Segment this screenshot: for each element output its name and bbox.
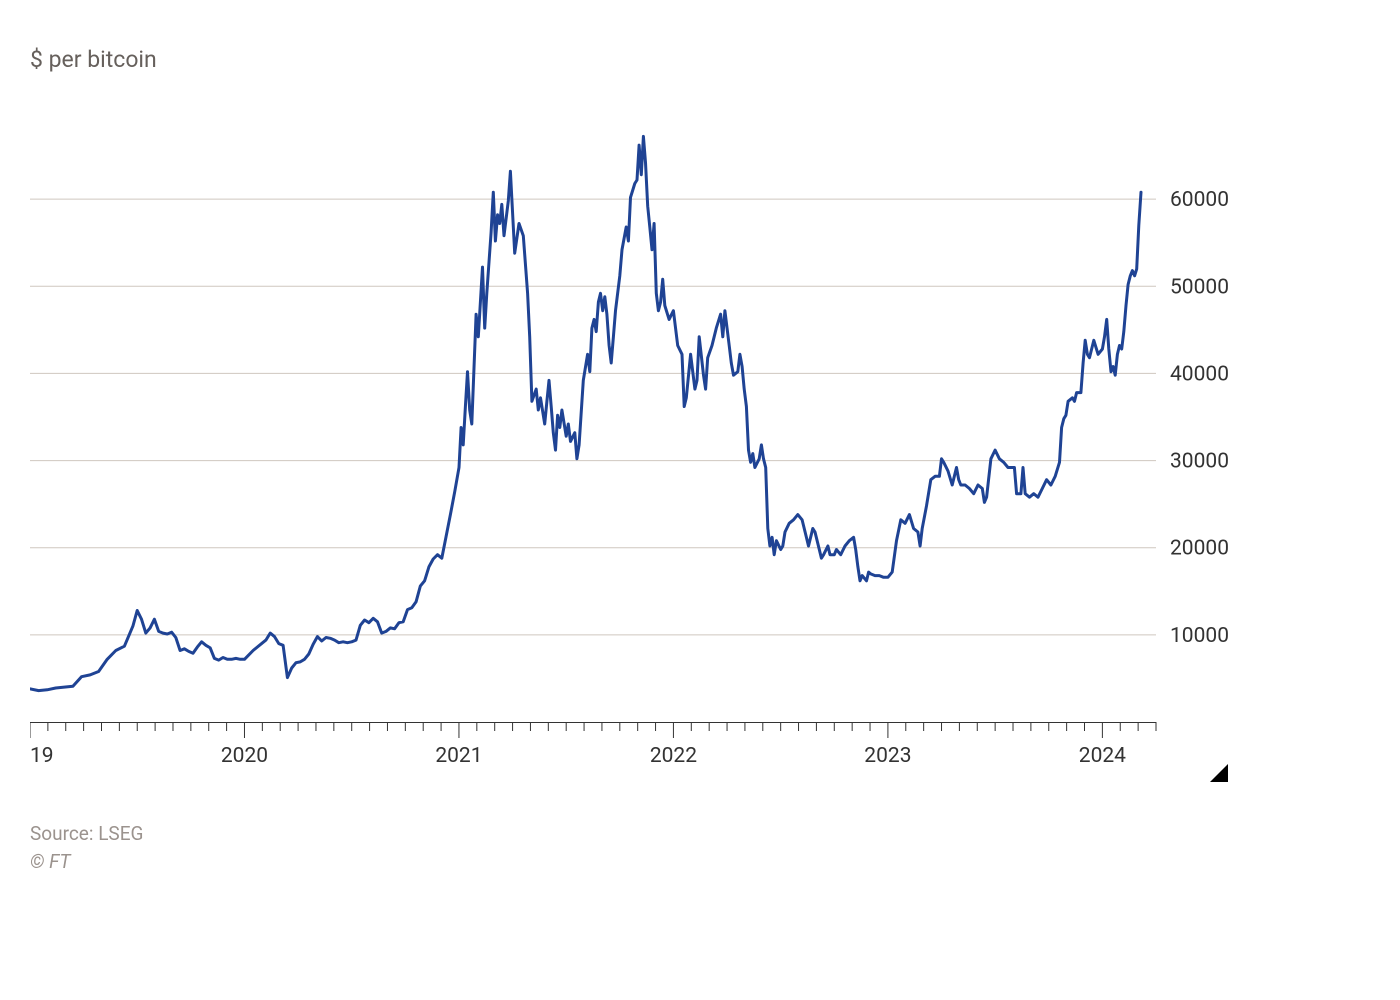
svg-text:40000: 40000	[1170, 362, 1229, 386]
svg-text:2023: 2023	[864, 744, 911, 768]
gridlines	[30, 199, 1156, 635]
svg-text:30000: 30000	[1170, 450, 1229, 474]
corner-triangle-icon	[1210, 764, 1228, 782]
chart-subtitle: $ per bitcoin	[30, 46, 157, 73]
chart-svg: 2019 2020 2021 2022 2023 2024 10000 20000 30000 4…	[30, 112, 1230, 784]
svg-text:2024: 2024	[1079, 744, 1126, 768]
svg-text:20000: 20000	[1170, 537, 1229, 561]
svg-text:50000: 50000	[1170, 275, 1229, 299]
svg-text:2019: 2019	[30, 744, 54, 768]
svg-text:10000: 10000	[1170, 624, 1229, 648]
svg-text:60000: 60000	[1170, 188, 1229, 212]
x-labels: 2019 2020 2021 2022 2023 2024	[30, 744, 1126, 768]
y-labels: 10000 20000 30000 40000 50000 60000	[1170, 188, 1229, 648]
svg-text:2022: 2022	[650, 744, 697, 768]
price-line	[30, 136, 1141, 690]
chart-container: $ per bitcoin 2019 2020 2021 2022 2023 2024 10…	[0, 0, 1260, 884]
chart-plot-area: 2019 2020 2021 2022 2023 2024 10000 20000 30000 4…	[30, 112, 1230, 784]
source-label: Source: LSEG	[30, 820, 143, 848]
x-ticks	[30, 722, 1156, 738]
copyright-label: © FT	[30, 848, 143, 876]
chart-footer: Source: LSEG © FT	[30, 820, 143, 875]
svg-text:2021: 2021	[435, 744, 482, 768]
svg-text:2020: 2020	[221, 744, 268, 768]
